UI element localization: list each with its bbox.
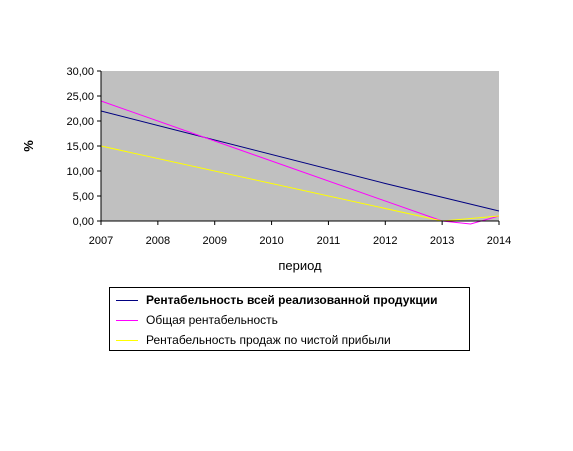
legend-item-1: Рентабельность всей реализованной продук… xyxy=(116,291,438,309)
legend: Рентабельность всей реализованной продук… xyxy=(109,287,470,351)
x-tick-label: 2013 xyxy=(430,235,454,247)
y-tick-label: 5,00 xyxy=(73,191,94,203)
x-tick-label: 2009 xyxy=(202,235,226,247)
legend-swatch xyxy=(116,319,138,321)
legend-label: Общая рентабельность xyxy=(146,313,278,327)
y-ticks: 0,00 5,00 10,00 15,00 20,00 25,00 30,00 xyxy=(66,66,101,228)
y-tick-label: 15,00 xyxy=(66,141,94,153)
x-tick-label: 2012 xyxy=(373,235,397,247)
x-tick-label: 2008 xyxy=(146,235,170,247)
y-axis-label: % xyxy=(21,140,36,152)
y-tick-label: 30,00 xyxy=(66,66,94,78)
legend-swatch xyxy=(116,299,138,301)
x-tick-label: 2007 xyxy=(89,235,113,247)
legend-label: Рентабельность всей реализованной продук… xyxy=(146,293,438,307)
legend-swatch xyxy=(116,339,138,341)
y-tick-label: 20,00 xyxy=(66,116,94,128)
x-axis-label: период xyxy=(278,258,322,273)
x-ticks: 2007 2008 2009 2010 2011 2012 2013 2014 xyxy=(89,221,511,247)
x-tick-label: 2011 xyxy=(317,235,341,247)
y-tick-label: 0,00 xyxy=(73,216,94,228)
legend-label: Рентабельность продаж по чистой прибыли xyxy=(146,333,391,347)
plot-area xyxy=(101,71,499,221)
series-line-2 xyxy=(100,100,500,225)
x-tick-label: 2014 xyxy=(487,235,511,247)
y-tick-label: 10,00 xyxy=(66,166,94,178)
x-tick-label: 2010 xyxy=(259,235,283,247)
series-line-1 xyxy=(100,110,500,212)
legend-item-2: Общая рентабельность xyxy=(116,311,278,329)
y-tick-label: 25,00 xyxy=(66,91,94,103)
legend-item-3: Рентабельность продаж по чистой прибыли xyxy=(116,331,391,349)
